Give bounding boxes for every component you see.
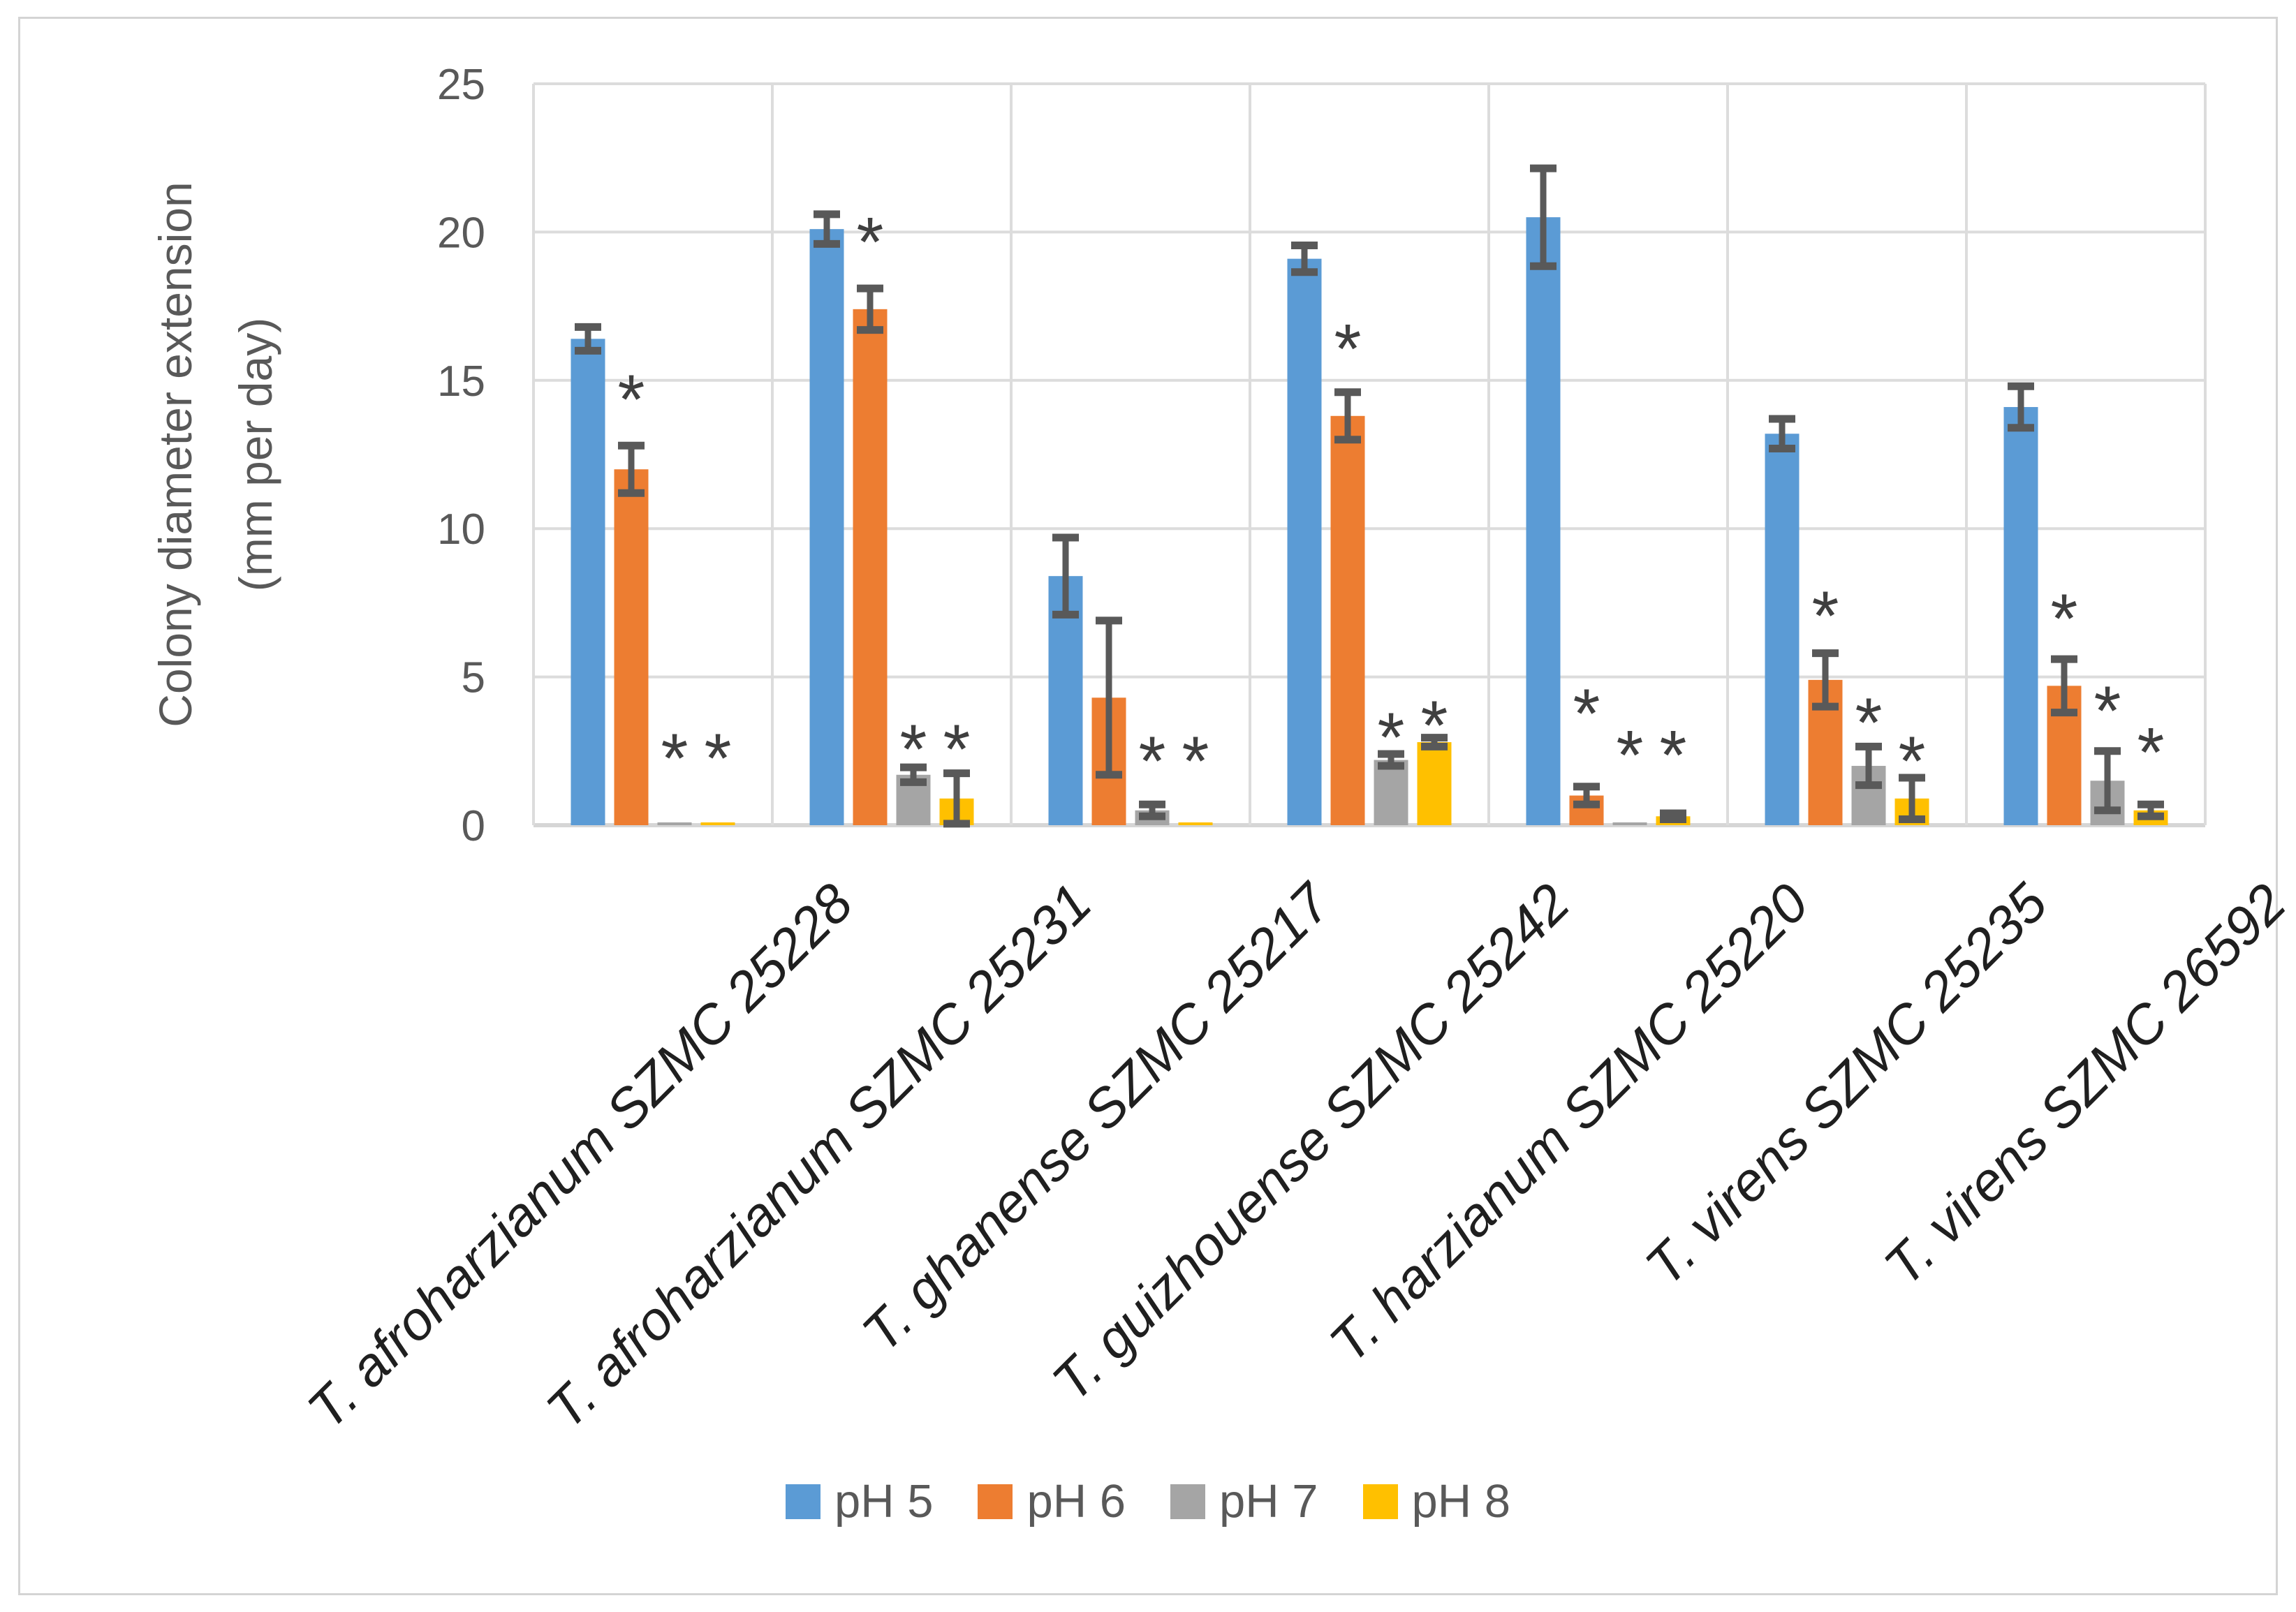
- legend-swatch-icon: [785, 1484, 820, 1519]
- bar: [571, 339, 605, 825]
- series-ph-5: [571, 164, 2038, 826]
- y-tick-label: 5: [462, 654, 485, 702]
- error-bar: [1769, 415, 1795, 453]
- error-bar: [1899, 774, 1925, 824]
- significance-asterisk: *: [2137, 713, 2165, 792]
- legend-label: pH 6: [1026, 1475, 1126, 1528]
- bar: [853, 309, 888, 825]
- significance-asterisk: *: [857, 203, 884, 281]
- error-bar: [1855, 742, 1882, 790]
- y-tick-label: 25: [437, 61, 485, 109]
- significance-asterisk: *: [1421, 687, 1448, 765]
- bar: [1417, 742, 1452, 825]
- error-bar: [1421, 734, 1448, 750]
- significance-asterisk: *: [618, 360, 645, 438]
- bar: [809, 229, 844, 826]
- significance-asterisk: *: [1573, 675, 1600, 753]
- y-tick-label: 20: [437, 209, 485, 257]
- error-bar: [1139, 800, 1165, 820]
- y-tick-label: 15: [437, 357, 485, 406]
- error-bar: [943, 769, 970, 828]
- significance-asterisk: *: [900, 711, 927, 789]
- error-bar: [2051, 655, 2077, 717]
- legend-swatch-icon: [1170, 1484, 1205, 1519]
- error-bar: [1812, 649, 1839, 711]
- legend-swatch-icon: [1362, 1484, 1398, 1519]
- bar: [657, 822, 692, 825]
- legend-swatch-icon: [978, 1484, 1013, 1519]
- series-ph-6: ***** *: [614, 203, 2082, 825]
- y-tick-label: 10: [437, 505, 485, 554]
- legend-item-ph-7: pH 7: [1170, 1474, 1318, 1528]
- significance-asterisk: *: [1182, 723, 1209, 801]
- error-bar: [2008, 382, 2034, 432]
- significance-asterisk: *: [1617, 716, 1644, 794]
- error-bar: [1660, 809, 1686, 824]
- significance-asterisk: *: [1139, 723, 1166, 801]
- bar: [1612, 822, 1647, 825]
- gridlines: [532, 82, 2207, 827]
- bar: [1330, 415, 1365, 825]
- error-bar: [1530, 164, 1557, 270]
- legend-label: pH 7: [1219, 1475, 1318, 1528]
- error-bar: [575, 323, 601, 355]
- bar: [1526, 217, 1561, 825]
- y-axis-tick-labels: 0 5 10 15 20 25: [437, 61, 485, 850]
- bar: [614, 469, 649, 825]
- significance-asterisk: *: [2051, 580, 2078, 658]
- significance-asterisk: *: [1378, 699, 1405, 777]
- bar: [1374, 760, 1408, 825]
- significance-asterisk: *: [2094, 672, 2121, 750]
- significance-asterisk: *: [1855, 683, 1883, 762]
- error-bar: [1334, 388, 1361, 444]
- legend: pH 5 pH 6 pH 7 pH 8: [0, 1474, 2296, 1528]
- significance-asterisk: *: [661, 719, 689, 797]
- bar: [700, 822, 735, 825]
- error-bar: [857, 284, 883, 334]
- error-bar: [814, 210, 840, 248]
- error-bar: [2094, 747, 2121, 815]
- legend-item-ph-8: pH 8: [1362, 1474, 1511, 1528]
- legend-item-ph-5: pH 5: [785, 1474, 934, 1528]
- error-bar: [2137, 800, 2164, 820]
- error-bar: [618, 441, 645, 497]
- legend-item-ph-6: pH 6: [978, 1474, 1126, 1528]
- legend-label: pH 5: [834, 1475, 934, 1528]
- legend-label: pH 8: [1411, 1475, 1511, 1528]
- error-bar: [1573, 783, 1600, 808]
- error-bar: [1096, 616, 1122, 779]
- significance-asterisk: *: [1334, 310, 1362, 388]
- error-bar: [1052, 533, 1079, 619]
- bar: [1765, 434, 1800, 825]
- significance-asterisk: *: [1660, 716, 1687, 794]
- series-ph-8: * * * * * * *: [700, 687, 2168, 828]
- significance-asterisk: *: [705, 719, 732, 797]
- y-tick-label: 0: [462, 802, 485, 850]
- error-bar: [1378, 750, 1404, 770]
- error-bar: [1291, 242, 1318, 276]
- bar: [1287, 258, 1322, 826]
- significance-asterisk: *: [1812, 577, 1839, 655]
- bar: [2003, 407, 2038, 825]
- series-ph-7: * * * * * * *: [657, 672, 2125, 825]
- significance-asterisk: *: [943, 711, 971, 789]
- significance-asterisk: *: [1899, 723, 1926, 801]
- error-bar: [900, 763, 927, 786]
- bar: [1178, 822, 1213, 825]
